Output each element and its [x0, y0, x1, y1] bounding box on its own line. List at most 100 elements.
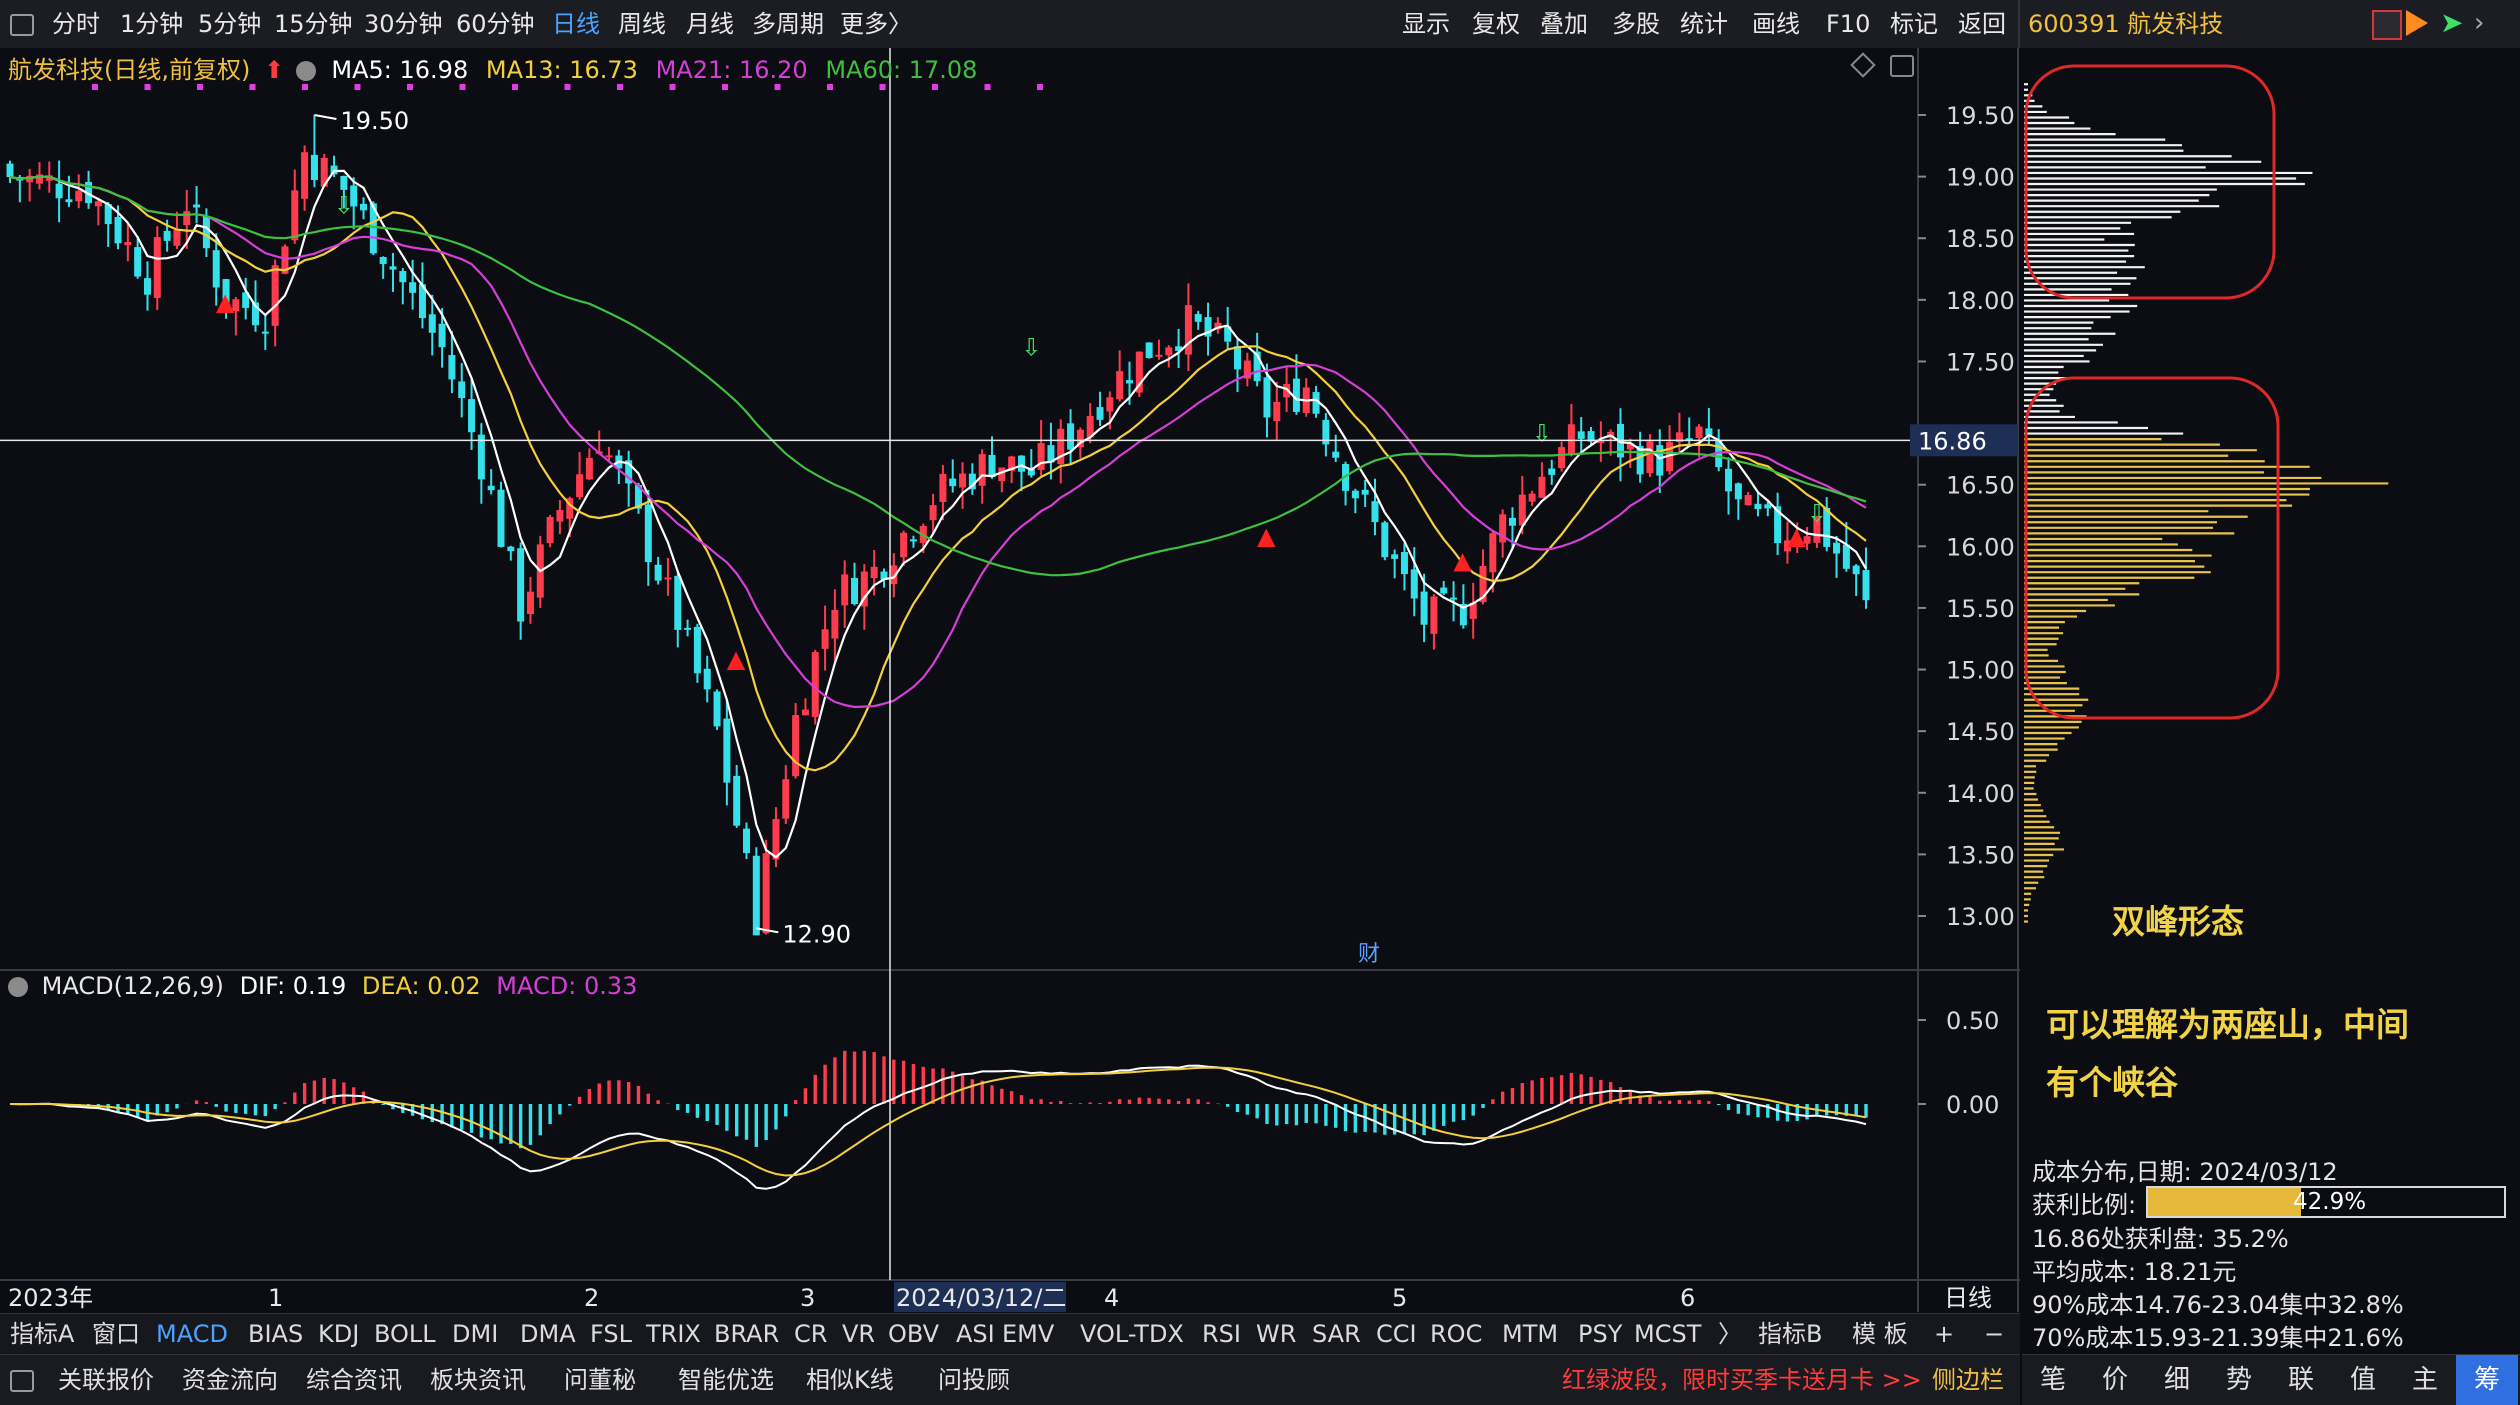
- indicator-tab-1[interactable]: 窗口: [92, 1320, 140, 1348]
- period-tab-4[interactable]: 30分钟: [364, 10, 443, 38]
- indicator-tab-20[interactable]: CCI: [1376, 1320, 1417, 1348]
- indicator-tab-8[interactable]: FSL: [590, 1320, 632, 1348]
- indicator-tab-16[interactable]: VOL-TDX: [1080, 1320, 1184, 1348]
- indicator-tab-13[interactable]: OBV: [888, 1320, 940, 1348]
- period-tab-6[interactable]: 日线: [552, 10, 600, 38]
- period-tab-5[interactable]: 60分钟: [456, 10, 535, 38]
- indicator-tab-22[interactable]: MTM: [1502, 1320, 1559, 1348]
- flag-icon[interactable]: [2406, 10, 2428, 36]
- toolbar-action-4[interactable]: 统计: [1680, 10, 1728, 38]
- period-tab-1[interactable]: 1分钟: [120, 10, 184, 38]
- indicator-tab-19[interactable]: SAR: [1312, 1320, 1361, 1348]
- indicator-tab-10[interactable]: BRAR: [714, 1320, 780, 1348]
- sidebar-button[interactable]: 侧边栏: [1932, 1366, 2004, 1394]
- right-tab-5[interactable]: 值: [2349, 1365, 2376, 1395]
- scroll-right-icon[interactable]: ›: [2474, 8, 2485, 38]
- candle-body: [1361, 489, 1369, 495]
- candle-body: [949, 478, 957, 487]
- price-tick: 14.00: [1946, 780, 2015, 808]
- indicator-tab-6[interactable]: DMI: [452, 1320, 499, 1348]
- bottom-item-7[interactable]: 问投顾: [938, 1366, 1010, 1394]
- candle-body: [1803, 536, 1811, 544]
- bottom-item-2[interactable]: 综合资讯: [306, 1366, 402, 1394]
- candle-body: [222, 279, 230, 310]
- finance-marker[interactable]: 财: [1358, 942, 1380, 967]
- toolbar-action-3[interactable]: 多股: [1612, 10, 1660, 38]
- right-tab-2[interactable]: 细: [2163, 1365, 2190, 1395]
- toolbar-action-0[interactable]: 显示: [1402, 10, 1450, 38]
- period-tab-10[interactable]: 更多〉: [840, 10, 912, 38]
- indicator-tab-24[interactable]: MCST: [1634, 1320, 1702, 1348]
- indicator-tab-17[interactable]: RSI: [1202, 1320, 1241, 1348]
- toolbar-action-7[interactable]: 标记: [1890, 10, 1938, 38]
- promo-link[interactable]: 红绿波段，限时买季卡送月卡 >>: [1562, 1366, 1922, 1394]
- period-tab-9[interactable]: 多周期: [752, 10, 824, 38]
- candle-body: [880, 571, 888, 580]
- candle-body: [1263, 377, 1271, 418]
- bottom-item-1[interactable]: 资金流向: [182, 1366, 278, 1394]
- candle-body: [821, 629, 829, 649]
- panel-toggle-icon[interactable]: [1890, 55, 1914, 77]
- indicator-tab-11[interactable]: CR: [794, 1320, 828, 1348]
- bottom-item-3[interactable]: 板块资讯: [430, 1366, 526, 1394]
- indicator-tab-2[interactable]: MACD: [156, 1320, 228, 1348]
- indicator-tab-23[interactable]: PSY: [1578, 1320, 1623, 1348]
- indicator-tab-12[interactable]: VR: [842, 1320, 876, 1348]
- dist-date: 成本分布,日期: 2024/03/12: [2032, 1158, 2338, 1186]
- bottom-window-icon[interactable]: [10, 1370, 34, 1392]
- toolbar-action-6[interactable]: F10: [1826, 10, 1871, 38]
- candle-body: [1715, 440, 1723, 468]
- candle-body: [1548, 468, 1556, 475]
- buy-signal-icon: ▲: [216, 288, 235, 316]
- indicator-tab-28[interactable]: +: [1934, 1320, 1955, 1348]
- window-icon[interactable]: [10, 14, 34, 36]
- candle-body: [585, 457, 593, 480]
- indicator-tab-29[interactable]: −: [1984, 1320, 2005, 1348]
- candle-body: [94, 201, 102, 207]
- right-tab-6[interactable]: 主: [2411, 1365, 2438, 1395]
- right-tab-7[interactable]: 筹: [2456, 1355, 2518, 1405]
- macd-dropdown-icon[interactable]: [8, 977, 28, 997]
- toolbar-action-8[interactable]: 返回: [1958, 10, 2006, 38]
- period-tab-0[interactable]: 分时: [52, 10, 100, 38]
- dif-line: [9, 1064, 1867, 1190]
- indicator-tab-3[interactable]: BIAS: [248, 1320, 304, 1348]
- toolbar-action-2[interactable]: 叠加: [1540, 10, 1588, 38]
- indicator-tab-21[interactable]: ROC: [1430, 1320, 1483, 1348]
- bottom-item-5[interactable]: 智能优选: [678, 1366, 774, 1394]
- indicator-tab-15[interactable]: EMV: [1002, 1320, 1055, 1348]
- indicator-tab-26[interactable]: 指标B: [1758, 1320, 1823, 1348]
- right-tab-4[interactable]: 联: [2287, 1365, 2314, 1395]
- toolbar-action-1[interactable]: 复权: [1472, 10, 1520, 38]
- indicator-tab-7[interactable]: DMA: [520, 1320, 576, 1348]
- toolbar-action-5[interactable]: 画线: [1752, 10, 1800, 38]
- candle-body: [1076, 429, 1084, 448]
- indicator-tab-0[interactable]: 指标A: [10, 1320, 75, 1348]
- period-tab-3[interactable]: 15分钟: [274, 10, 353, 38]
- candle-body: [1734, 483, 1742, 500]
- right-tab-3[interactable]: 势: [2225, 1365, 2252, 1395]
- right-tab-1[interactable]: 价: [2101, 1365, 2128, 1395]
- dropdown-icon[interactable]: [295, 61, 316, 81]
- kline-chart[interactable]: 19.50 19.00 18.50 18.00 17.50 16.50 16.00 15.50…: [0, 48, 2020, 1312]
- period-tab-2[interactable]: 5分钟: [198, 10, 262, 38]
- chart-icon[interactable]: [2372, 10, 2402, 40]
- bottom-item-0[interactable]: 关联报价: [58, 1366, 154, 1394]
- indicator-tab-27[interactable]: 模 板: [1852, 1320, 1908, 1348]
- indicator-tab-4[interactable]: KDJ: [318, 1320, 360, 1348]
- indicator-tab-25[interactable]: 〉: [1718, 1320, 1742, 1348]
- indicator-tab-5[interactable]: BOLL: [374, 1320, 436, 1348]
- period-tab-8[interactable]: 月线: [686, 10, 734, 38]
- bottom-item-6[interactable]: 相似K线: [806, 1366, 894, 1394]
- indicator-tab-9[interactable]: TRIX: [646, 1320, 701, 1348]
- legend-title: 航发科技(日线,前复权): [8, 56, 251, 84]
- arrow-icon[interactable]: ➤: [2440, 6, 2464, 39]
- profit-bar: 42.9%: [2146, 1186, 2506, 1218]
- indicator-tab-14[interactable]: ASI: [956, 1320, 995, 1348]
- right-tab-0[interactable]: 笔: [2039, 1365, 2066, 1395]
- candle-body: [291, 190, 299, 241]
- bottom-item-4[interactable]: 问董秘: [564, 1366, 636, 1394]
- candle-body: [1400, 552, 1408, 575]
- period-tab-7[interactable]: 周线: [618, 10, 666, 38]
- indicator-tab-18[interactable]: WR: [1256, 1320, 1297, 1348]
